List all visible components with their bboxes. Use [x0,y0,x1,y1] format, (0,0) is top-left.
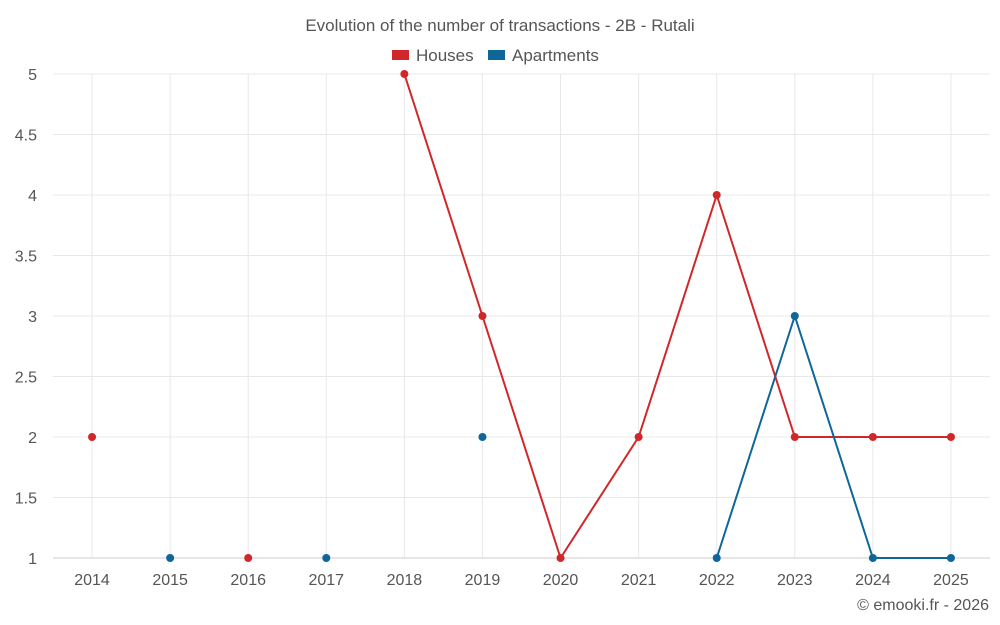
x-axis-ticks: 2014 2015 2016 2017 2018 2019 2020 2021 2022 2023… [74,572,969,589]
x-tick-label: 2016 [230,572,266,589]
legend: Houses Apartments [392,46,599,65]
series-apartments-segment [715,315,796,559]
y-tick-label: 3.5 [15,249,37,266]
series-houses-segment [559,436,640,559]
x-tick-label: 2025 [933,572,969,589]
y-tick-label: 1 [28,551,37,568]
data-point-apartments-2019[interactable] [478,433,487,441]
data-point-houses-2019[interactable] [478,312,487,320]
data-point-houses-2025[interactable] [946,433,955,441]
series-apartments-segment [793,315,874,559]
data-point-apartments-2025[interactable] [946,554,955,562]
data-point-houses-2024[interactable] [868,433,877,441]
series-layer [88,70,955,562]
data-point-houses-2022[interactable] [712,191,721,199]
series-houses-segment [481,315,562,559]
y-tick-label: 2 [28,430,37,447]
legend-label-houses: Houses [416,46,474,65]
series-houses-segment [403,73,484,317]
y-tick-label: 2.5 [15,370,37,387]
data-point-apartments-2023[interactable] [790,312,799,320]
data-point-apartments-2015[interactable] [166,554,175,562]
x-tick-label: 2020 [543,572,579,589]
legend-item-houses[interactable]: Houses [392,46,474,65]
x-tick-label: 2021 [621,572,657,589]
x-tick-label: 2015 [152,572,188,589]
data-point-apartments-2024[interactable] [868,554,877,562]
data-point-apartments-2017[interactable] [322,554,331,562]
series-houses-segment [637,194,718,438]
x-tick-label: 2014 [74,572,110,589]
grid [53,73,990,559]
data-point-houses-2020[interactable] [556,554,565,562]
legend-swatch-apartments [488,50,505,60]
x-tick-label: 2017 [308,572,344,589]
y-axis-ticks: 1 1.5 2 2.5 3 3.5 4 4.5 5 [15,67,37,568]
y-tick-label: 3 [28,309,37,326]
x-tick-label: 2023 [777,572,813,589]
credit-text: © emooki.fr - 2026 [857,597,989,614]
data-point-houses-2018[interactable] [400,70,409,78]
series-houses-segment [715,194,796,438]
data-point-houses-2023[interactable] [790,433,799,441]
y-tick-label: 4.5 [15,128,37,145]
series-houses [88,70,955,562]
x-tick-label: 2022 [699,572,735,589]
data-point-houses-2021[interactable] [634,433,643,441]
chart-title: Evolution of the number of transactions … [305,16,694,35]
legend-label-apartments: Apartments [512,46,599,65]
y-tick-label: 4 [28,188,37,205]
x-tick-label: 2019 [465,572,501,589]
x-tick-label: 2024 [855,572,891,589]
series-apartments [166,312,955,562]
data-point-apartments-2022[interactable] [712,554,721,562]
data-point-houses-2014[interactable] [88,433,97,441]
legend-item-apartments[interactable]: Apartments [488,46,599,65]
y-tick-label: 1.5 [15,491,37,508]
legend-swatch-houses [392,50,409,60]
y-tick-label: 5 [28,67,37,84]
x-tick-label: 2018 [387,572,423,589]
data-point-houses-2016[interactable] [244,554,253,562]
